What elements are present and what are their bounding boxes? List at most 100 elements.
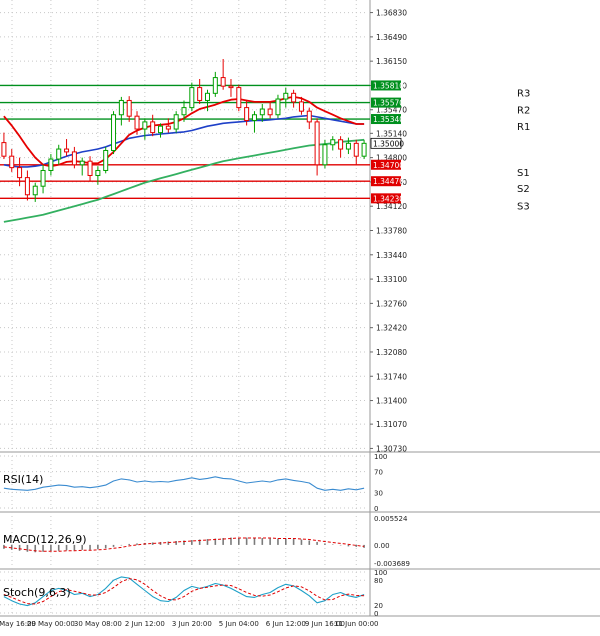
time-tick-label: 30 May 08:00 (74, 620, 122, 628)
time-tick-label: 9 Jun 16:00 (305, 620, 345, 628)
candle-body (165, 125, 171, 130)
rsi-tick-label: 0 (374, 505, 378, 513)
stoch-tick-label: 100 (374, 569, 387, 577)
candle-body (173, 114, 179, 130)
price-tick-label: 1.35140 (376, 129, 407, 138)
candle-body (1, 142, 7, 157)
panel-label-layer: RSI(14) MACD(12,26,9) Stoch(9,6,3) (3, 473, 87, 599)
level-price-tag-bg (371, 176, 401, 187)
macd-tick-label: -0.003689 (374, 560, 410, 568)
level-label-s1: S1 (517, 168, 530, 179)
rsi-tick-label: 70 (374, 469, 383, 477)
candle-body (204, 92, 210, 101)
price-tick-label: 1.32080 (376, 348, 407, 357)
sma-mid-line (3, 114, 365, 168)
candle-body (134, 115, 140, 130)
macd-tick-label: 0.005524 (374, 515, 408, 523)
level-label-s3: S3 (517, 201, 530, 212)
level-price-tag: 1.34470 (373, 177, 404, 186)
candle-body (118, 99, 124, 116)
candle-body (298, 101, 304, 112)
candle-body (236, 87, 242, 109)
price-tick-label: 1.32420 (376, 324, 407, 333)
candle-body (330, 139, 336, 146)
current-price-tag-bg (370, 137, 402, 149)
candle-body (338, 139, 344, 150)
stoch-d-line (3, 578, 365, 605)
candle-body (322, 144, 328, 166)
price-tick-label: 1.34120 (376, 202, 407, 211)
price-tick-label: 1.31400 (376, 397, 407, 406)
price-tick-label: 1.31070 (376, 420, 407, 429)
candle-body (291, 92, 297, 103)
candle-body (244, 107, 250, 121)
level-label-r1: R1 (517, 122, 530, 133)
level-price-tag-bg (371, 80, 401, 91)
candle-body (48, 158, 54, 171)
stoch-tick-label: 20 (374, 602, 383, 610)
level-label-r2: R2 (517, 106, 530, 117)
level-label-s2: S2 (517, 184, 530, 195)
candle-body (314, 121, 320, 166)
price-tick-label: 1.30730 (376, 444, 407, 453)
candle-body (353, 142, 359, 157)
macd-tick-label: 0.00 (374, 542, 390, 550)
axis-layer: 1.36830 1.36490 1.36150 1.35810 1.35470 1.351… (0, 9, 410, 628)
time-tick-label: 3 Jun 20:00 (172, 620, 212, 628)
price-tick-label: 1.35470 (376, 106, 407, 115)
price-tick-label: 1.31740 (376, 372, 407, 381)
candle-body (283, 92, 289, 100)
rsi-tick-label: 30 (374, 489, 383, 497)
candle-body (251, 114, 257, 121)
candle-body (111, 114, 117, 151)
candle-body (158, 125, 164, 134)
price-tick-label: 1.34800 (376, 154, 407, 163)
candle-body (56, 148, 62, 160)
candle-body (40, 169, 46, 187)
macd-panel-label: MACD(12,26,9) (3, 533, 87, 546)
candle-body (275, 98, 281, 116)
level-label-r3: R3 (517, 88, 530, 99)
time-tick-label: 29 May 00:00 (27, 620, 75, 628)
candle-body (142, 121, 148, 130)
candle-body (220, 77, 226, 87)
candle-body (71, 151, 77, 166)
level-price-tag: 1.35340 (373, 115, 404, 124)
price-tick-label: 1.33440 (376, 251, 407, 260)
stoch-tick-label: 0 (374, 610, 378, 618)
price-tick-label: 1.36150 (376, 57, 407, 66)
sma-long-line (3, 138, 365, 223)
candle-body (64, 148, 70, 153)
time-tick-label: 2 Jun 12:00 (125, 620, 165, 628)
level-price-tag: 1.35570 (373, 99, 404, 108)
price-tick-label: 1.33100 (376, 275, 407, 284)
candle-body (103, 149, 109, 171)
stoch-tick-label: 80 (374, 577, 383, 585)
time-tick-label: 11 Jun 00:00 (334, 620, 378, 628)
candle-body (126, 99, 132, 117)
rsi-panel-label: RSI(14) (3, 473, 43, 486)
time-tick-label: 28 May 16:00 (0, 620, 36, 628)
level-price-tag-bg (371, 97, 401, 108)
price-tick-label: 1.36490 (376, 33, 407, 42)
candle-body (9, 155, 15, 169)
candle-body (189, 87, 195, 109)
price-tick-label: 1.33780 (376, 227, 407, 236)
rsi-line (3, 476, 365, 491)
candle-body (345, 142, 351, 150)
candle-body (306, 110, 312, 123)
grid-layer (0, 0, 600, 617)
level-price-tag: 1.34700 (373, 161, 404, 170)
candle-body (24, 177, 30, 196)
candle-body (212, 77, 218, 94)
indicator-layer (3, 476, 365, 607)
price-tick-label: 1.32760 (376, 299, 407, 308)
candle-body (95, 169, 101, 176)
candle-body (259, 108, 265, 116)
level-price-tag: 1.35810 (373, 81, 404, 90)
candle-body (228, 85, 234, 89)
macd-signal-line (3, 537, 365, 552)
candle-layer (1, 59, 367, 202)
stoch-panel-label: Stoch(9,6,3) (3, 586, 71, 599)
